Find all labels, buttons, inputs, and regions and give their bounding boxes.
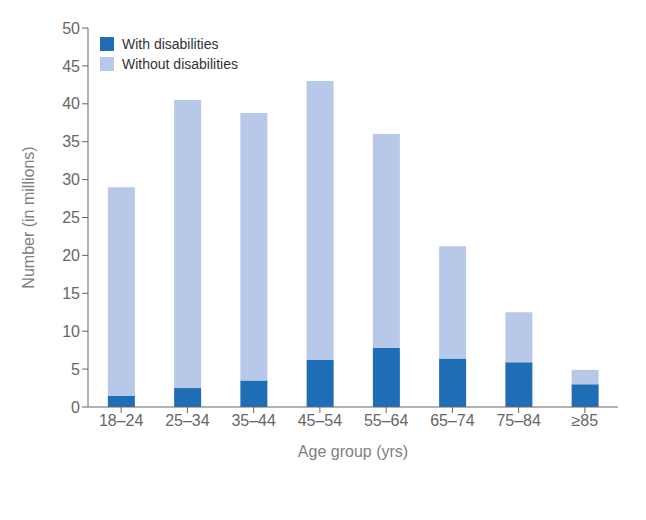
svg-text:≥85: ≥85	[572, 412, 599, 429]
svg-text:5: 5	[71, 361, 80, 378]
svg-text:0: 0	[71, 399, 80, 416]
svg-text:18–24: 18–24	[99, 412, 144, 429]
svg-text:50: 50	[62, 20, 80, 37]
svg-text:10: 10	[62, 323, 80, 340]
svg-text:15: 15	[62, 285, 80, 302]
svg-text:55–64: 55–64	[364, 412, 409, 429]
svg-text:35–44: 35–44	[231, 412, 276, 429]
svg-text:45: 45	[62, 58, 80, 75]
svg-text:25: 25	[62, 209, 80, 226]
svg-text:45–54: 45–54	[298, 412, 343, 429]
svg-text:40: 40	[62, 95, 80, 112]
html-text:Without disabilities: Without disabilities	[122, 56, 238, 72]
svg-text:Number (in millions): Number (in millions)	[20, 146, 37, 288]
svg-text:20: 20	[62, 247, 80, 264]
svg-text:Age group (yrs): Age group (yrs)	[298, 443, 408, 460]
svg-text:25–34: 25–34	[165, 412, 210, 429]
html-text:With disabilities: With disabilities	[122, 36, 219, 52]
svg-text:35: 35	[62, 133, 80, 150]
svg-text:65–74: 65–74	[430, 412, 475, 429]
svg-text:75–84: 75–84	[496, 412, 541, 429]
svg-text:30: 30	[62, 171, 80, 188]
